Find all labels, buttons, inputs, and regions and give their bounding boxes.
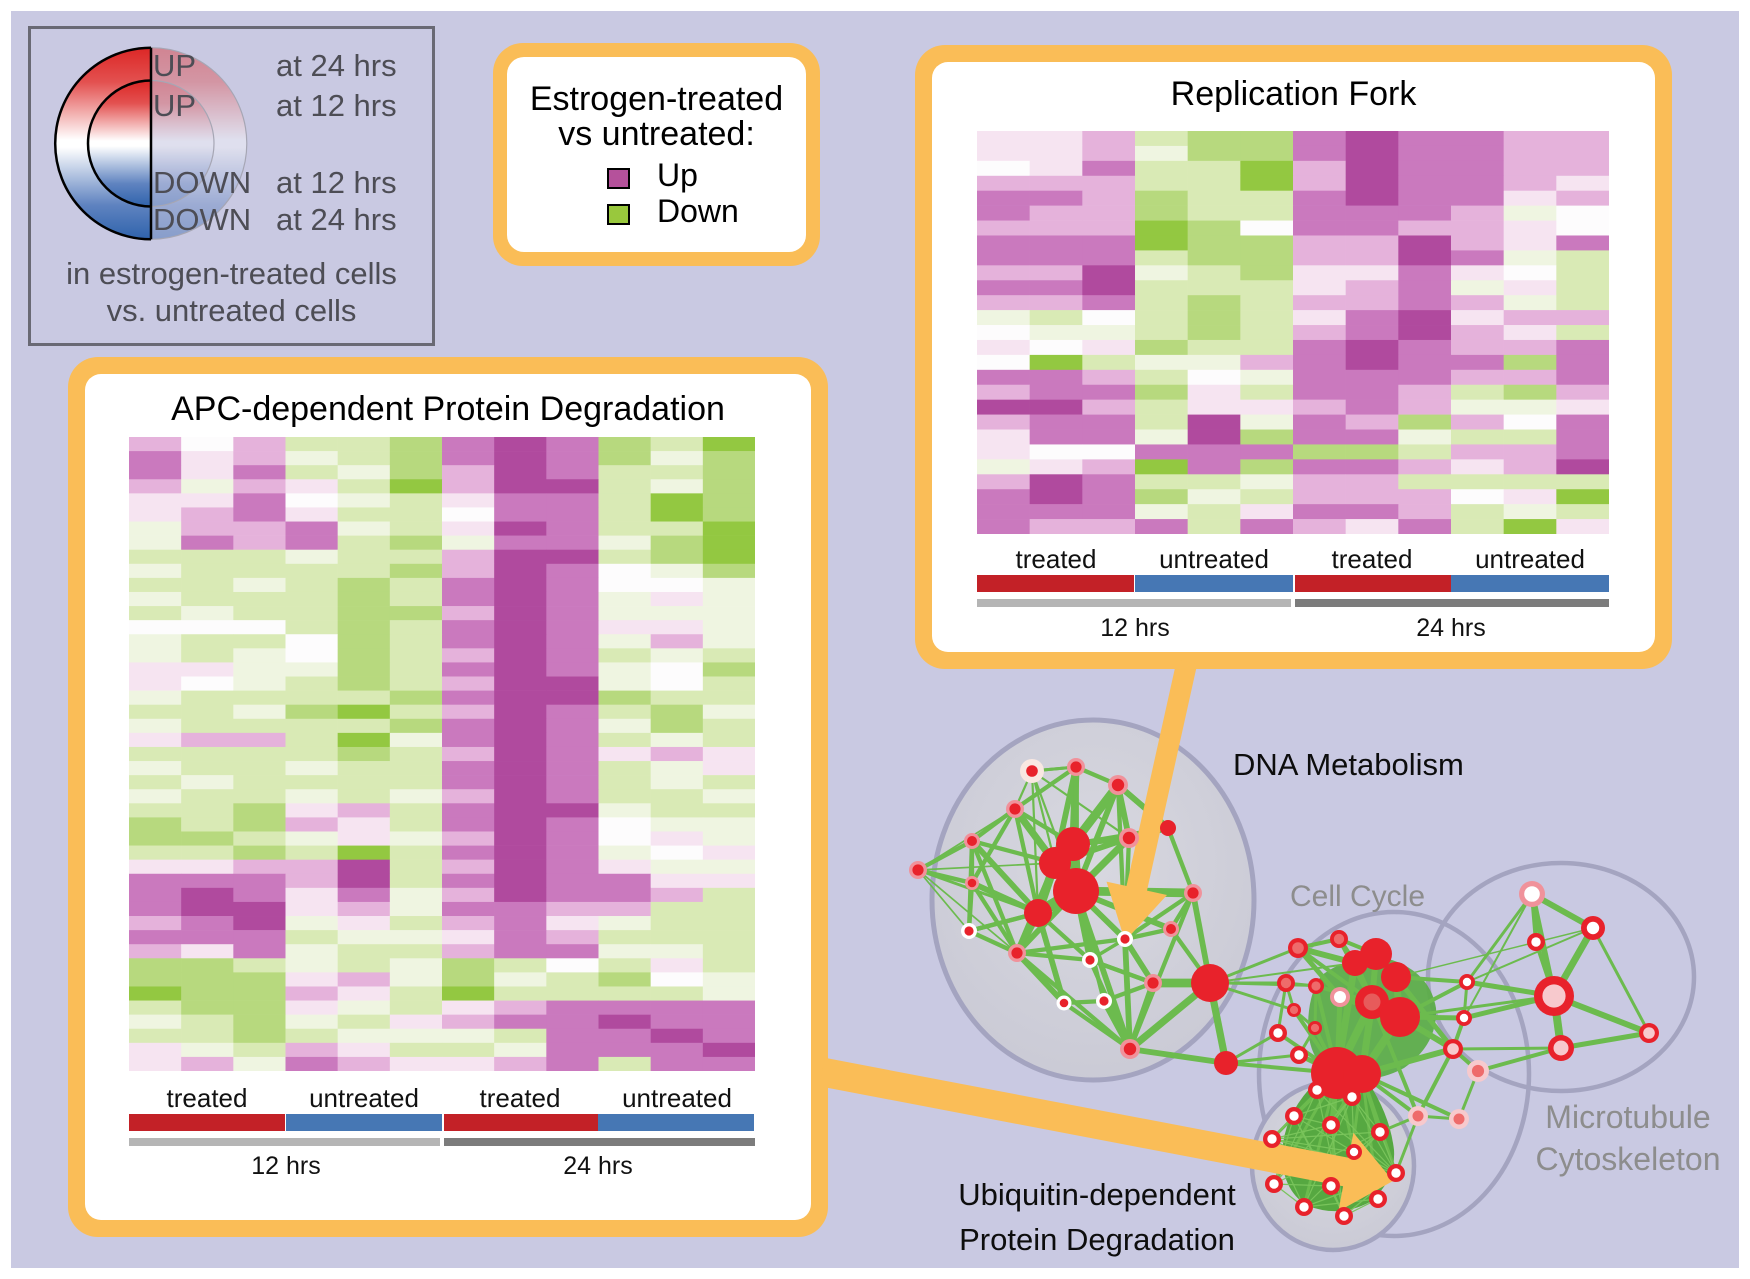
svg-text:Protein Degradation: Protein Degradation [959, 1222, 1235, 1257]
svg-text:Microtubule: Microtubule [1545, 1099, 1710, 1135]
svg-text:Ubiquitin-dependent: Ubiquitin-dependent [958, 1177, 1236, 1212]
svg-text:Cell Cycle: Cell Cycle [1290, 880, 1425, 913]
svg-text:Cytoskeleton: Cytoskeleton [1536, 1141, 1721, 1177]
svg-text:DNA Metabolism: DNA Metabolism [1233, 747, 1464, 782]
